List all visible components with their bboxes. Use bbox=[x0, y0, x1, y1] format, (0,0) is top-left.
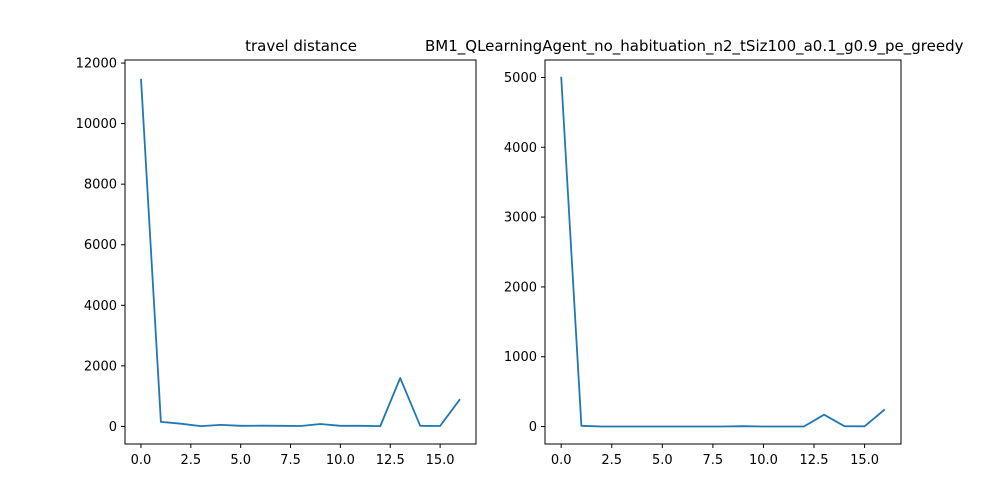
y-tick-label: 0 bbox=[529, 420, 537, 435]
x-tick-label: 2.5 bbox=[601, 453, 622, 468]
y-tick-label: 2000 bbox=[504, 280, 537, 295]
x-tick-label: 15.0 bbox=[850, 453, 879, 468]
series-line bbox=[560, 76, 886, 428]
y-tick-label: 12000 bbox=[76, 57, 117, 72]
x-tick-label: 12.5 bbox=[800, 453, 829, 468]
y-tick-label: 6000 bbox=[84, 238, 117, 253]
x-tick-label: 12.5 bbox=[376, 453, 405, 468]
y-tick-label: 3000 bbox=[504, 211, 537, 226]
x-tick-label: 10.0 bbox=[326, 453, 355, 468]
x-tick-label: 7.5 bbox=[703, 453, 724, 468]
x-tick-label: 7.5 bbox=[280, 453, 301, 468]
y-tick-label: 4000 bbox=[504, 141, 537, 156]
y-tick-label: 1000 bbox=[504, 350, 537, 365]
y-tick-label: 10000 bbox=[76, 117, 117, 132]
x-tick-label: 0.0 bbox=[131, 453, 152, 468]
x-tick-label: 2.5 bbox=[180, 453, 201, 468]
series-line bbox=[140, 78, 461, 428]
axes-frame bbox=[544, 59, 902, 445]
y-tick-label: 5000 bbox=[504, 71, 537, 86]
chart-bm1-qlearning: BM1_QLearningAgent_no_habituation_n2_tSi… bbox=[425, 37, 964, 468]
chart-title: BM1_QLearningAgent_no_habituation_n2_tSi… bbox=[425, 37, 964, 56]
x-tick-label: 10.0 bbox=[749, 453, 778, 468]
y-tick-label: 0 bbox=[109, 420, 117, 435]
chart-travel-distance: travel distance 0.0 2.5 5.0 7.5 10.0 12.5 15.0 0… bbox=[76, 37, 477, 468]
y-tick-label: 8000 bbox=[84, 178, 117, 193]
chart-title: travel distance bbox=[245, 37, 357, 55]
x-tick-label: 15.0 bbox=[426, 453, 455, 468]
x-tick-label: 0.0 bbox=[551, 453, 572, 468]
y-tick-label: 4000 bbox=[84, 299, 117, 314]
y-tick-label: 2000 bbox=[84, 359, 117, 374]
x-tick-label: 5.0 bbox=[652, 453, 673, 468]
axes-frame bbox=[124, 59, 477, 445]
x-tick-label: 5.0 bbox=[230, 453, 251, 468]
